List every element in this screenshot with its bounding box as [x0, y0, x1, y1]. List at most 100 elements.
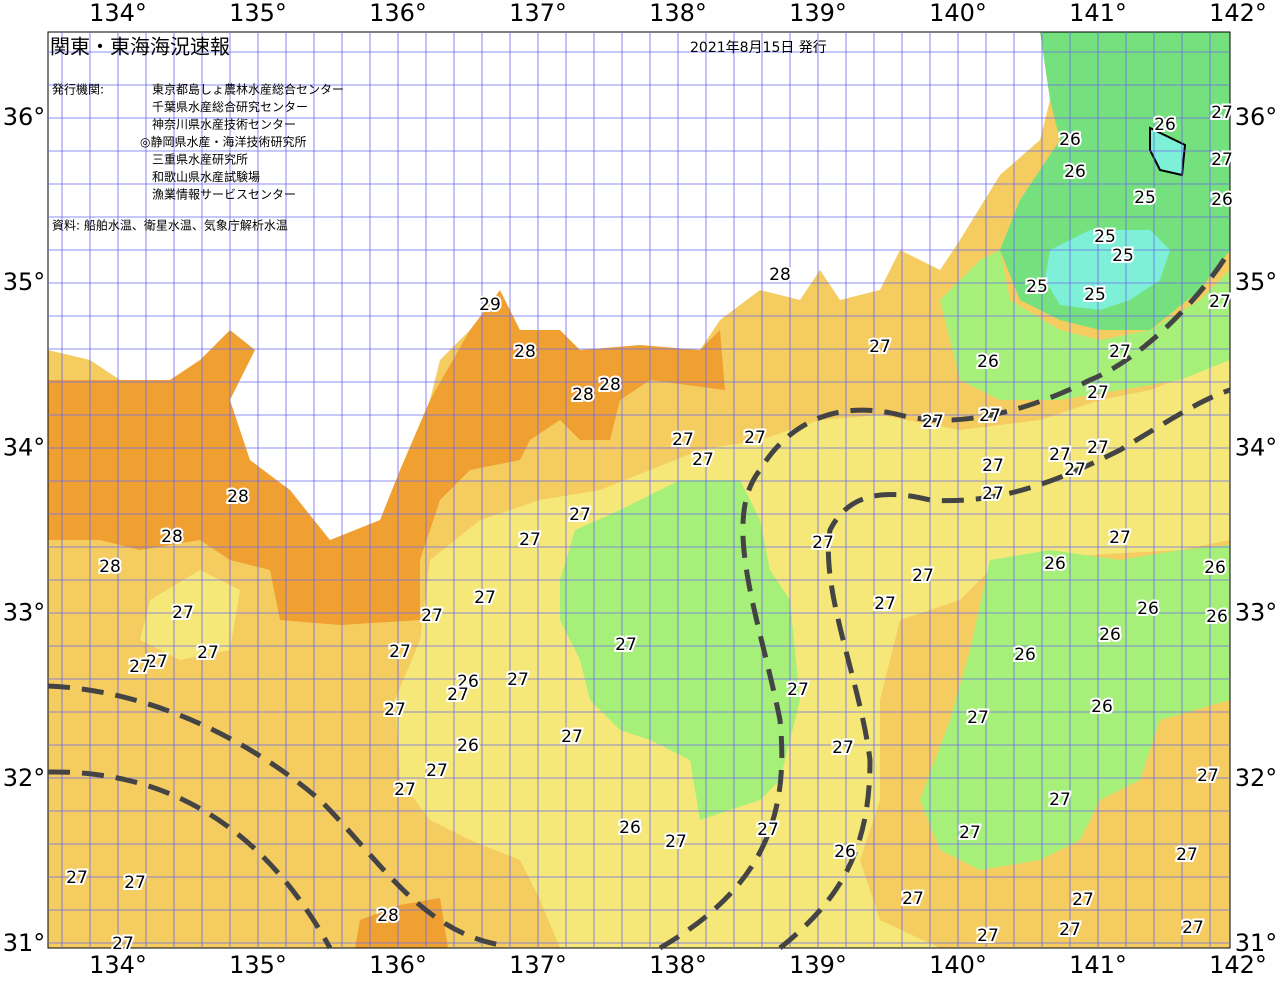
temperature-label: 27: [384, 700, 406, 720]
temperature-label: 27: [474, 588, 496, 608]
temperature-label: 27: [665, 832, 687, 852]
longitude-label: 138°: [649, 951, 707, 979]
temperature-label: 27: [977, 926, 999, 946]
temperature-label: 27: [561, 727, 583, 747]
temperature-label: 27: [744, 428, 766, 448]
temperature-label: 27: [757, 820, 779, 840]
temperature-label: 28: [377, 906, 399, 926]
temperature-label: 27: [389, 642, 411, 662]
cool-area: [395, 360, 1230, 948]
temperature-label: 26: [1064, 162, 1086, 182]
temperature-label: 27: [507, 670, 529, 690]
latitude-label: 31°: [1235, 929, 1278, 957]
issuer: 東京都島しょ農林水産総合センター: [152, 82, 344, 97]
temperature-label: 27: [124, 873, 146, 893]
temperature-label: 26: [457, 672, 479, 692]
temperature-label: 27: [812, 533, 834, 553]
warm-area: [48, 290, 725, 625]
temperature-label: 27: [902, 889, 924, 909]
temperature-label: 26: [619, 818, 641, 838]
issuer: 和歌山県水産試験場: [152, 169, 260, 184]
temperature-label: 26: [1044, 554, 1066, 574]
temperature-label: 27: [1182, 918, 1204, 938]
temperature-label: 28: [161, 527, 183, 547]
longitude-label: 141°: [1069, 951, 1127, 979]
temperature-label: 27: [421, 606, 443, 626]
longitude-label: 135°: [229, 0, 287, 27]
temperature-label: 25: [1026, 277, 1048, 297]
temperature-label: 26: [834, 842, 856, 862]
latitude-label: 34°: [1235, 433, 1278, 461]
issuer-heading: 発行機関:: [52, 82, 104, 97]
longitude-label: 140°: [929, 951, 987, 979]
temperature-label: 27: [146, 652, 168, 672]
issuer: 三重県水産研究所: [152, 152, 248, 167]
temperature-label: 27: [129, 657, 151, 677]
temperature-label: 26: [1154, 115, 1176, 135]
longitude-label: 139°: [789, 951, 847, 979]
latitude-label: 32°: [3, 764, 46, 792]
longitude-label: 138°: [649, 0, 707, 27]
temperature-label: 27: [959, 823, 981, 843]
temperature-label: 26: [1204, 558, 1226, 578]
temperature-label: 27: [1049, 445, 1071, 465]
latitude-label: 36°: [1235, 103, 1278, 131]
temperature-label: 26: [1099, 625, 1121, 645]
cool-area: [140, 570, 240, 660]
temperature-label: 27: [1087, 438, 1109, 458]
longitude-label: 136°: [369, 951, 427, 979]
temperature-label: 27: [874, 594, 896, 614]
temperature-label: 27: [922, 412, 944, 432]
cold-area: [1149, 126, 1187, 177]
temperature-label: 27: [1064, 460, 1086, 480]
temperature-label: 27: [519, 530, 541, 550]
temperature-label: 27: [1211, 103, 1233, 123]
temperature-label: 27: [787, 680, 809, 700]
temperature-label: 27: [1109, 342, 1131, 362]
current-line: [47, 769, 333, 950]
temperature-label: 28: [514, 342, 536, 362]
temperature-label: 26: [1059, 130, 1081, 150]
longitude-label: 136°: [369, 0, 427, 27]
temperature-label: 27: [979, 406, 1001, 426]
temperature-label: 27: [982, 484, 1004, 504]
temperature-label: 28: [227, 487, 249, 507]
issuer: 千葉県水産総合研究センター: [152, 99, 308, 114]
longitude-label: 134°: [89, 951, 147, 979]
temperature-label: 27: [1109, 528, 1131, 548]
temperature-label: 25: [1134, 188, 1156, 208]
temperature-label: 27: [1072, 890, 1094, 910]
temperature-label: 27: [112, 934, 134, 954]
latitude-label: 35°: [1235, 268, 1278, 296]
issue-date: 2021年8月15日 発行: [690, 40, 827, 56]
longitude-label: 134°: [89, 0, 147, 27]
temperature-label: 27: [197, 643, 219, 663]
latitude-label: 33°: [1235, 599, 1278, 627]
temperature-label: 27: [967, 708, 989, 728]
temperature-label: 27: [615, 635, 637, 655]
latitude-label: 32°: [1235, 764, 1278, 792]
longitude-label: 135°: [229, 951, 287, 979]
longitude-label: 139°: [789, 0, 847, 27]
latitude-label: 33°: [3, 599, 46, 627]
current-line: [47, 683, 501, 948]
temperature-label: 28: [769, 265, 791, 285]
temperature-label: 27: [912, 566, 934, 586]
temperature-label: 27: [1209, 292, 1231, 312]
longitude-label: 137°: [509, 0, 567, 27]
issuer: ◎静岡県水産・海洋技術研究所: [140, 134, 306, 149]
longitude-label: 142°: [1209, 0, 1267, 27]
temperature-label: 27: [832, 738, 854, 758]
temperature-label: 27: [672, 430, 694, 450]
temperature-label: 26: [1137, 599, 1159, 619]
temperature-label: 26: [1206, 607, 1228, 627]
temperature-label: 27: [692, 450, 714, 470]
current-axis: [47, 248, 1233, 951]
temperature-label: 27: [447, 685, 469, 705]
longitude-label: 141°: [1069, 0, 1127, 27]
temperature-label: 29: [479, 295, 501, 315]
map-frame: [47, 31, 1231, 949]
temperature-label: 27: [172, 603, 194, 623]
cooler-area: [920, 545, 1230, 870]
